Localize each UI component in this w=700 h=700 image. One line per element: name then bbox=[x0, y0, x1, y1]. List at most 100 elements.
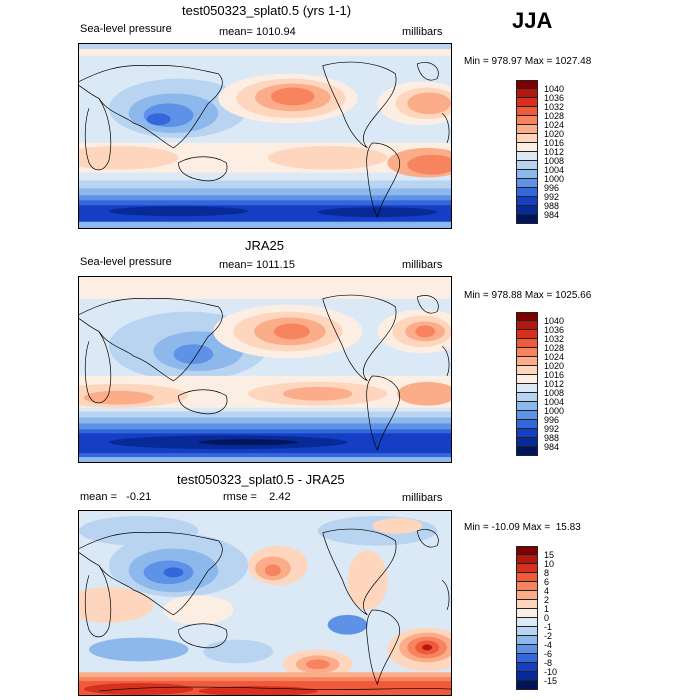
panel1-title: test050323_splat0.5 (yrs 1-1) bbox=[182, 3, 352, 18]
panel2-colorbar-swatch bbox=[516, 420, 538, 429]
panel1-map-plot bbox=[79, 44, 451, 228]
panel3-colorbar-label: -6 bbox=[544, 649, 553, 659]
panel3-colorbar-label: -2 bbox=[544, 631, 553, 641]
panel1-colorbar-swatch bbox=[516, 179, 538, 188]
panel1-colorbar-swatch bbox=[516, 170, 538, 179]
panel2-title: JRA25 bbox=[245, 238, 285, 253]
panel1-colorbar-label: 1028 bbox=[544, 111, 565, 121]
panel3-colorbar-swatch bbox=[516, 681, 538, 690]
panel3-minmax: Min = -10.09 Max = 15.83 bbox=[464, 522, 581, 533]
panel3-colorbar-label: -1 bbox=[544, 622, 553, 632]
panel2-colorbar-swatch bbox=[516, 447, 538, 456]
panel3-rmse-label: rmse = 2.42 bbox=[223, 491, 291, 503]
panel3-colorbar-label: 15 bbox=[544, 550, 555, 560]
panel1-colorbar-label: 988 bbox=[544, 201, 560, 211]
panel2-colorbar-label: 1012 bbox=[544, 379, 565, 389]
panel2-colorbar-swatch bbox=[516, 330, 538, 339]
panel3-colorbar-label: 4 bbox=[544, 586, 550, 596]
panel2-colorbar-swatch bbox=[516, 321, 538, 330]
panel3-map bbox=[78, 510, 452, 696]
panel2-colorbar-swatch bbox=[516, 438, 538, 447]
panel2-colorbar-label: 996 bbox=[544, 415, 560, 425]
panel1-colorbar-label: 1004 bbox=[544, 165, 565, 175]
panel1-minmax: Min = 978.97 Max = 1027.48 bbox=[464, 56, 592, 67]
panel1-colorbar-label: 1032 bbox=[544, 102, 565, 112]
panel2-colorbar-label: 1004 bbox=[544, 397, 565, 407]
panel2-mean-label: mean= 1011.15 bbox=[219, 259, 295, 271]
panel3-colorbar-swatch bbox=[516, 636, 538, 645]
panel3-colorbar-swatch bbox=[516, 654, 538, 663]
panel1-colorbar-swatch bbox=[516, 197, 538, 206]
panel2-map-plot bbox=[79, 277, 451, 462]
panel3-colorbar-swatch bbox=[516, 591, 538, 600]
panel1-colorbar-swatch bbox=[516, 206, 538, 215]
panel1-colorbar-label: 992 bbox=[544, 192, 560, 202]
panel3-colorbar-swatch bbox=[516, 582, 538, 591]
panel3-colorbar-swatch bbox=[516, 645, 538, 654]
panel1-colorbar-swatch bbox=[516, 161, 538, 170]
panel3-colorbar-swatch bbox=[516, 564, 538, 573]
panel2-colorbar-label: 1016 bbox=[544, 370, 565, 380]
panel2-colorbar-label: 1028 bbox=[544, 343, 565, 353]
panel2-colorbar-swatch bbox=[516, 402, 538, 411]
panel2-colorbar-swatch bbox=[516, 384, 538, 393]
panel3-colorbar-swatch bbox=[516, 672, 538, 681]
panel2-colorbar-swatch bbox=[516, 312, 538, 321]
panel1-colorbar-swatch bbox=[516, 152, 538, 161]
panel3-colorbar-swatch bbox=[516, 600, 538, 609]
panel1-colorbar-label: 1040 bbox=[544, 84, 565, 94]
panel2-variable-label: Sea-level pressure bbox=[80, 256, 172, 268]
panel1-colorbar-swatch bbox=[516, 143, 538, 152]
panel2-colorbar-label: 1040 bbox=[544, 316, 565, 326]
panel3-colorbar-label: 1 bbox=[544, 604, 550, 614]
panel1-colorbar-swatch bbox=[516, 80, 538, 89]
panel1-colorbar-swatch bbox=[516, 125, 538, 134]
panel2-colorbar-swatch bbox=[516, 375, 538, 384]
panel1-variable-label: Sea-level pressure bbox=[80, 23, 172, 35]
panel3-units-label: millibars bbox=[402, 492, 443, 504]
panel2-colorbar-label: 1000 bbox=[544, 406, 565, 416]
panel1-colorbar-label: 1016 bbox=[544, 138, 565, 148]
panel1-colorbar-label: 1012 bbox=[544, 147, 565, 157]
panel1-colorbar-label: 1036 bbox=[544, 93, 565, 103]
panel3-colorbar-label: 0 bbox=[544, 613, 550, 623]
season-label: JJA bbox=[512, 8, 553, 33]
panel2-colorbar-label: 1036 bbox=[544, 325, 565, 335]
panel1-colorbar-swatch bbox=[516, 215, 538, 224]
panel1-colorbar-label: 996 bbox=[544, 183, 560, 193]
panel2-map bbox=[78, 276, 452, 463]
panel3-colorbar-swatch bbox=[516, 546, 538, 555]
panel1-map bbox=[78, 43, 452, 229]
panel3-colorbar-swatch bbox=[516, 555, 538, 564]
panel2-colorbar-swatch bbox=[516, 348, 538, 357]
panel1-mean-label: mean= 1010.94 bbox=[219, 26, 296, 38]
panel2-colorbar-label: 1020 bbox=[544, 361, 565, 371]
panel2-units-label: millibars bbox=[402, 259, 443, 271]
panel1-colorbar-label: 984 bbox=[544, 210, 560, 220]
panel3-colorbar-label: 2 bbox=[544, 595, 550, 605]
panel2-colorbar-label: 984 bbox=[544, 442, 560, 452]
panel1-colorbar-swatch bbox=[516, 98, 538, 107]
panel2-colorbar bbox=[516, 312, 538, 456]
panel3-colorbar-swatch bbox=[516, 609, 538, 618]
panel1-colorbar-swatch bbox=[516, 116, 538, 125]
panel2-colorbar-swatch bbox=[516, 393, 538, 402]
panel3-colorbar-swatch bbox=[516, 627, 538, 636]
panel2-colorbar-swatch bbox=[516, 339, 538, 348]
panel1-colorbar-swatch bbox=[516, 134, 538, 143]
panel2-colorbar-swatch bbox=[516, 411, 538, 420]
panel1-colorbar-label: 1020 bbox=[544, 129, 565, 139]
panel1-colorbar-label: 1008 bbox=[544, 156, 565, 166]
panel3-map-plot bbox=[79, 511, 451, 695]
panel1-colorbar-swatch bbox=[516, 107, 538, 116]
panel3-colorbar-label: 10 bbox=[544, 559, 555, 569]
panel3-colorbar bbox=[516, 546, 538, 690]
panel1-colorbar-swatch bbox=[516, 188, 538, 197]
panel3-colorbar-label: -15 bbox=[544, 676, 558, 686]
panel2-colorbar-label: 992 bbox=[544, 424, 560, 434]
panel2-colorbar-label: 1032 bbox=[544, 334, 565, 344]
panel1-colorbar-label: 1000 bbox=[544, 174, 565, 184]
panel3-colorbar-swatch bbox=[516, 573, 538, 582]
panel3-mean-label: mean = -0.21 bbox=[80, 491, 152, 503]
panel2-colorbar-swatch bbox=[516, 366, 538, 375]
